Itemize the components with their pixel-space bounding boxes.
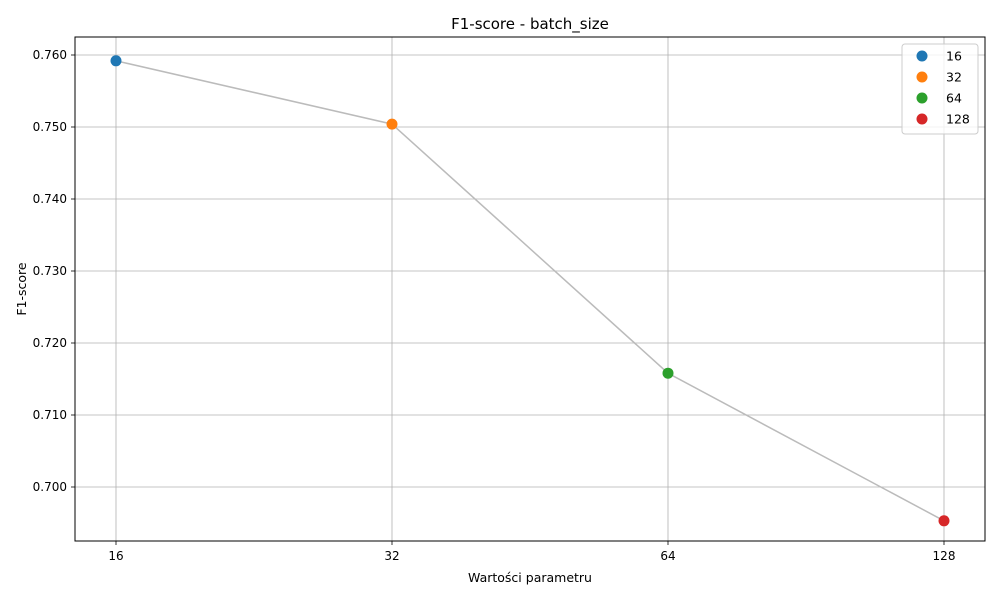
y-tick-label: 0.750 bbox=[33, 120, 67, 134]
x-tick-label: 16 bbox=[108, 549, 123, 563]
y-tick-label: 0.760 bbox=[33, 48, 67, 62]
data-point-16 bbox=[110, 55, 122, 67]
legend-marker bbox=[916, 50, 928, 62]
legend-marker bbox=[916, 113, 928, 125]
series-line bbox=[115, 60, 945, 522]
y-tick-label: 0.720 bbox=[33, 336, 67, 350]
x-tick-label: 32 bbox=[384, 549, 399, 563]
legend-marker bbox=[916, 71, 928, 83]
y-axis-label: F1-score bbox=[14, 262, 29, 316]
data-points bbox=[110, 55, 950, 527]
x-axis-ticks: 16 32 64 128 bbox=[108, 541, 955, 563]
legend-label: 64 bbox=[946, 91, 962, 106]
series-line-group bbox=[115, 60, 945, 522]
x-tick-label: 64 bbox=[660, 549, 675, 563]
grid bbox=[75, 37, 985, 541]
chart-title: F1-score - batch_size bbox=[451, 15, 609, 34]
data-point-64 bbox=[662, 367, 674, 379]
y-tick-label: 0.740 bbox=[33, 192, 67, 206]
y-axis-ticks: 0.700 0.710 0.720 0.730 0.740 0.750 0.760 bbox=[33, 48, 75, 494]
plot-area-frame bbox=[74, 36, 986, 542]
y-tick-label: 0.700 bbox=[33, 480, 67, 494]
legend-marker bbox=[916, 92, 928, 104]
legend-label: 128 bbox=[946, 112, 970, 127]
y-tick-label: 0.710 bbox=[33, 408, 67, 422]
legend: 16 32 64 128 bbox=[901, 43, 979, 135]
legend-label: 16 bbox=[946, 49, 962, 64]
data-point-32 bbox=[386, 118, 398, 130]
x-axis-label: Wartości parametru bbox=[468, 570, 592, 585]
data-point-128 bbox=[938, 515, 950, 527]
legend-box bbox=[901, 43, 979, 135]
legend-label: 32 bbox=[946, 70, 962, 85]
x-tick-label: 128 bbox=[933, 549, 956, 563]
y-tick-label: 0.730 bbox=[33, 264, 67, 278]
